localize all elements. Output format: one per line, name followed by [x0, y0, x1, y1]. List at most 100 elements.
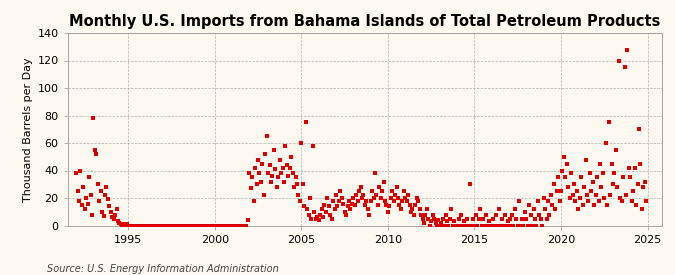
Point	[325, 212, 335, 217]
Point	[423, 216, 433, 221]
Point	[411, 196, 422, 200]
Point	[234, 223, 245, 228]
Point	[228, 223, 239, 228]
Point	[162, 223, 173, 228]
Point	[361, 199, 372, 203]
Point	[414, 207, 425, 211]
Point	[489, 223, 500, 228]
Point	[393, 196, 404, 200]
Point	[300, 120, 311, 125]
Point	[200, 223, 211, 228]
Point	[641, 199, 651, 203]
Point	[327, 199, 338, 203]
Point	[580, 157, 591, 162]
Point	[163, 223, 174, 228]
Point	[76, 203, 87, 207]
Point	[458, 223, 468, 228]
Point	[204, 223, 215, 228]
Point	[280, 144, 291, 148]
Point	[574, 196, 585, 200]
Point	[524, 203, 535, 207]
Point	[374, 185, 385, 189]
Point	[336, 196, 347, 200]
Point	[508, 223, 519, 228]
Point	[88, 116, 99, 120]
Point	[122, 222, 132, 226]
Point	[118, 222, 129, 226]
Point	[410, 203, 421, 207]
Point	[606, 161, 617, 166]
Point	[488, 216, 499, 221]
Point	[148, 223, 159, 228]
Point	[286, 155, 296, 159]
Point	[450, 223, 461, 228]
Point	[567, 193, 578, 197]
Point	[238, 223, 249, 228]
Point	[576, 175, 587, 180]
Point	[205, 223, 216, 228]
Point	[209, 223, 220, 228]
Point	[463, 223, 474, 228]
Point	[420, 212, 431, 217]
Point	[618, 175, 628, 180]
Point	[265, 179, 276, 184]
Text: Source: U.S. Energy Information Administration: Source: U.S. Energy Information Administ…	[47, 264, 279, 274]
Point	[333, 199, 344, 203]
Point	[159, 223, 169, 228]
Point	[313, 218, 324, 222]
Point	[184, 223, 194, 228]
Point	[232, 223, 243, 228]
Point	[478, 216, 489, 221]
Point	[514, 199, 524, 203]
Point	[160, 223, 171, 228]
Point	[124, 223, 135, 228]
Point	[185, 223, 196, 228]
Point	[559, 155, 570, 159]
Point	[501, 223, 512, 228]
Point	[317, 215, 328, 219]
Point	[373, 203, 383, 207]
Point	[75, 168, 86, 173]
Point	[104, 204, 115, 208]
Point	[599, 196, 610, 200]
Point	[533, 199, 543, 203]
Point	[270, 167, 281, 171]
Point	[369, 171, 380, 175]
Point	[292, 182, 302, 186]
Point	[530, 216, 541, 221]
Point	[522, 223, 533, 228]
Point	[408, 212, 419, 217]
Point	[261, 134, 272, 138]
Point	[110, 212, 121, 217]
Point	[101, 185, 112, 189]
Point	[539, 196, 549, 200]
Point	[231, 223, 242, 228]
Point	[103, 197, 113, 202]
Point	[189, 223, 200, 228]
Point	[625, 175, 636, 180]
Point	[379, 199, 390, 203]
Point	[465, 182, 476, 186]
Point	[267, 174, 278, 178]
Point	[612, 185, 623, 189]
Point	[190, 223, 201, 228]
Point	[218, 223, 229, 228]
Point	[453, 216, 464, 221]
Point	[418, 221, 429, 225]
Y-axis label: Thousand Barrels per Day: Thousand Barrels per Day	[23, 57, 33, 202]
Point	[591, 193, 601, 197]
Point	[331, 193, 342, 197]
Point	[111, 207, 122, 211]
Point	[138, 223, 149, 228]
Point	[398, 189, 409, 193]
Point	[507, 212, 518, 217]
Point	[578, 185, 589, 189]
Point	[543, 199, 554, 203]
Point	[381, 203, 392, 207]
Point	[95, 189, 106, 193]
Point	[403, 193, 414, 197]
Point	[448, 223, 458, 228]
Point	[107, 215, 117, 219]
Point	[470, 212, 481, 217]
Point	[566, 171, 576, 175]
